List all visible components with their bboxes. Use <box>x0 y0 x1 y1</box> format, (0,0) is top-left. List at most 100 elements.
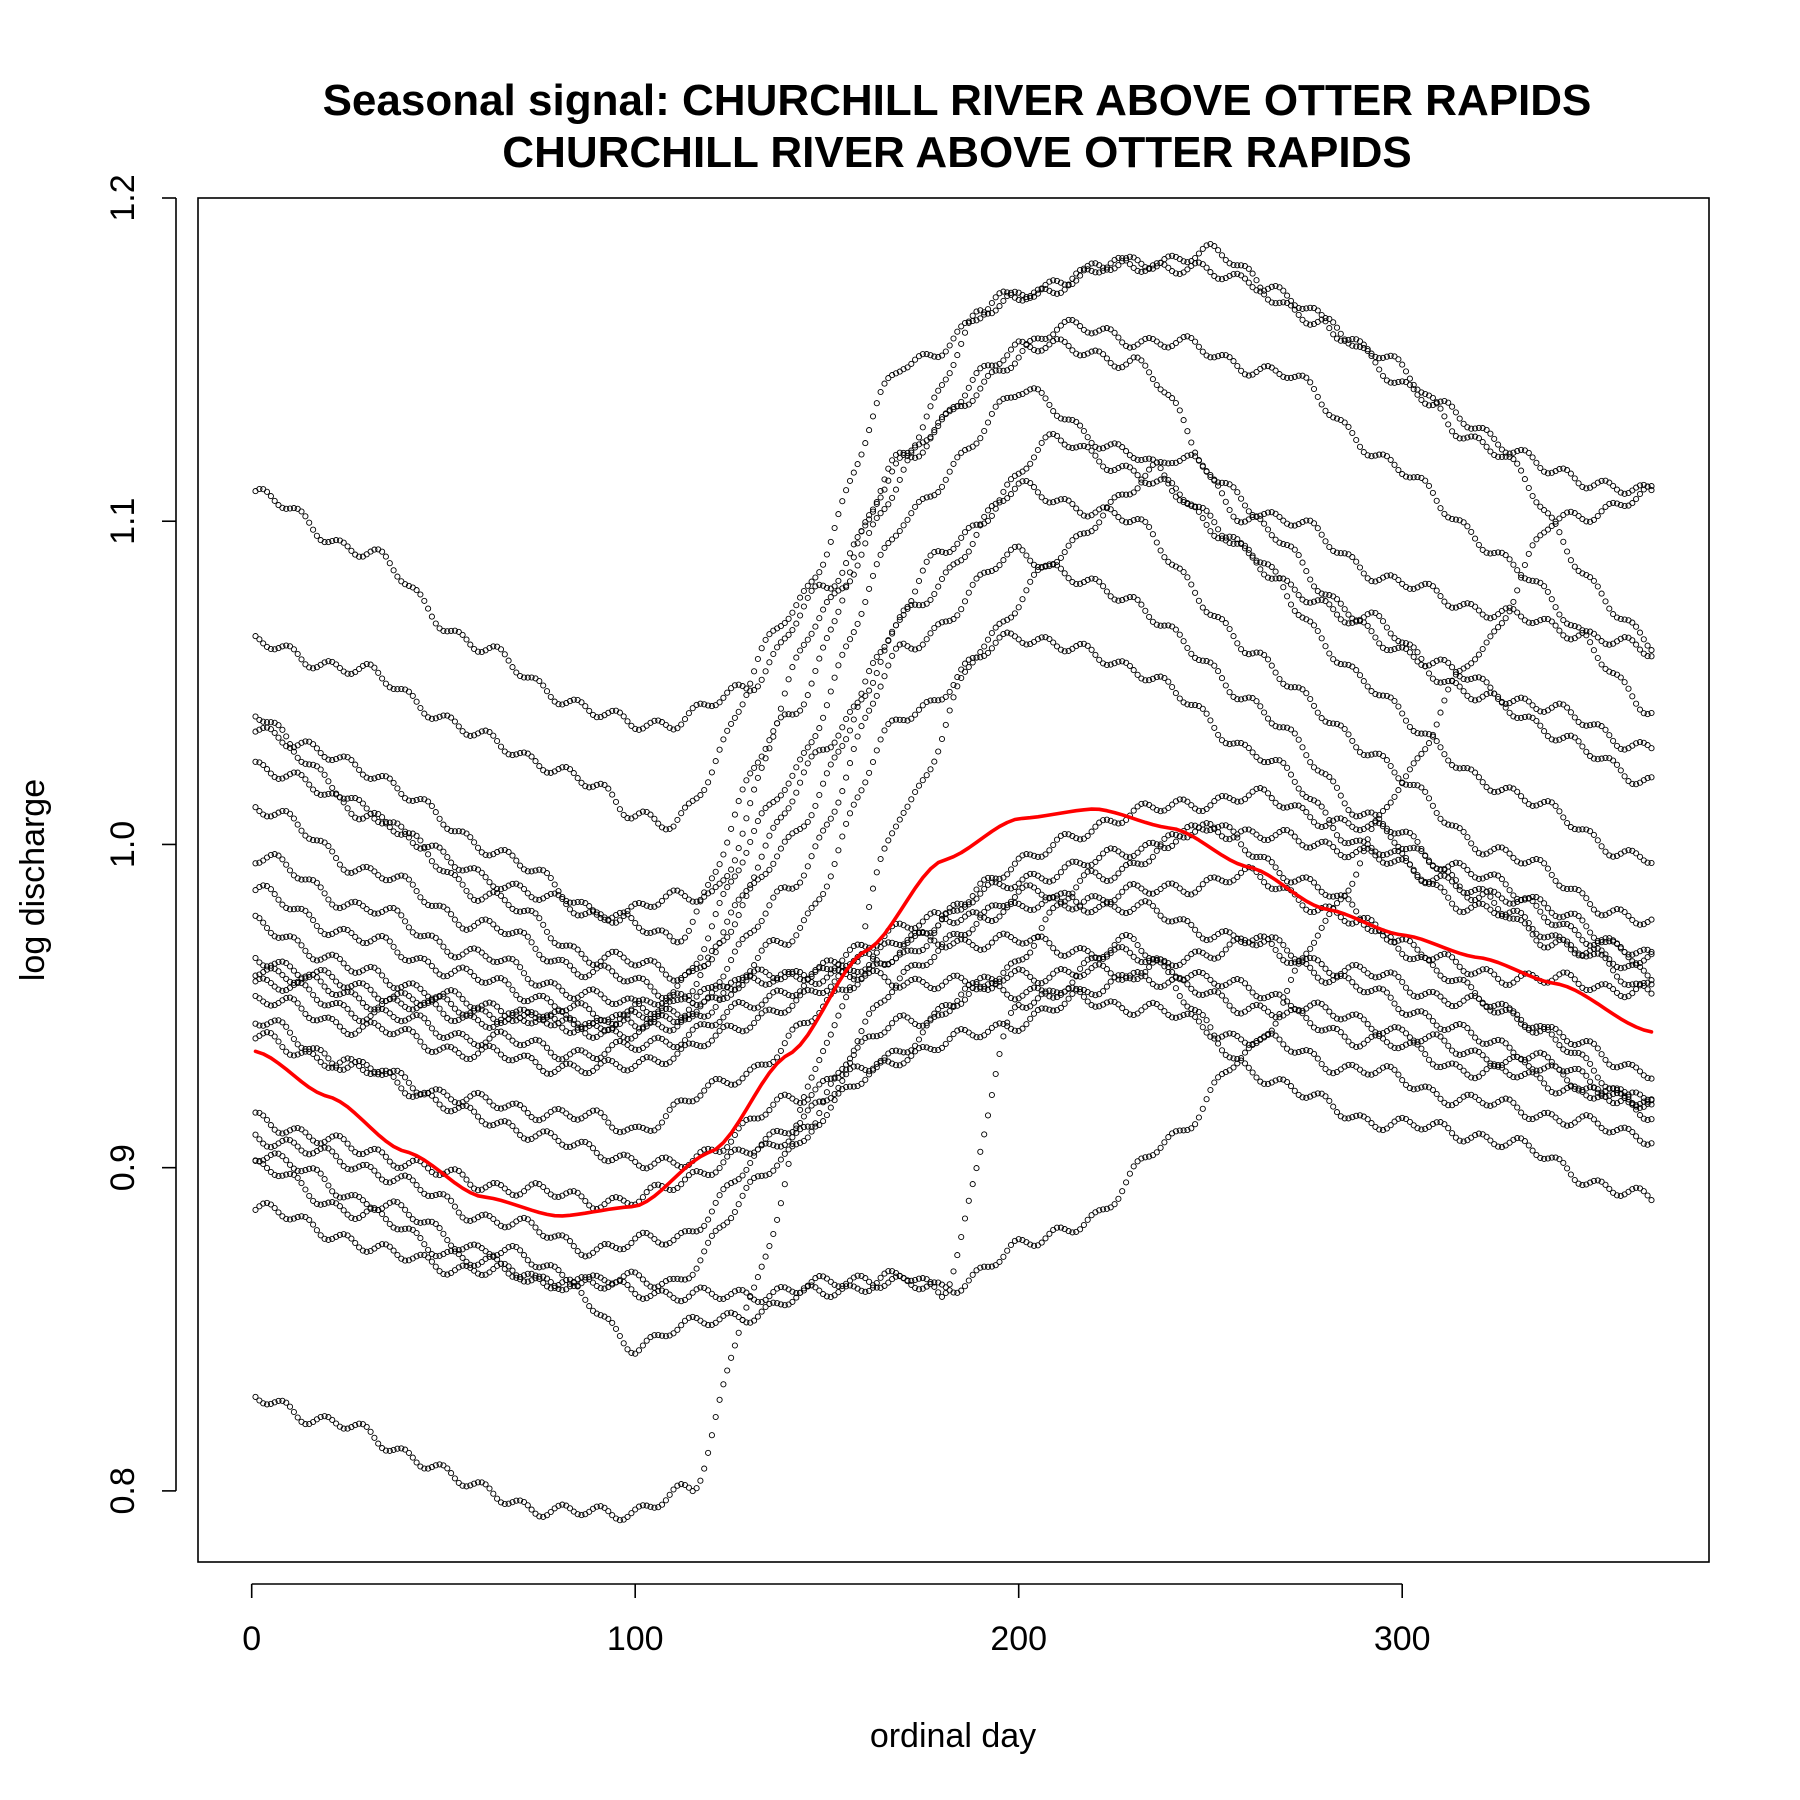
observation-point <box>881 647 888 654</box>
observation-point <box>455 628 462 635</box>
observation-point <box>302 776 309 783</box>
observation-point <box>1230 633 1237 640</box>
observation-point <box>1429 802 1436 809</box>
observation-point <box>954 352 961 359</box>
observation-point <box>1356 443 1364 450</box>
observation-point <box>1314 393 1321 400</box>
observation-point <box>766 832 773 839</box>
observation-point <box>1498 876 1505 883</box>
observation-point <box>804 582 811 589</box>
observation-point <box>1211 662 1218 669</box>
observation-point <box>1061 570 1068 577</box>
observation-point <box>747 687 754 694</box>
observation-point <box>1295 612 1302 619</box>
observation-point <box>340 799 347 806</box>
observation-point <box>1510 449 1517 456</box>
observation-point <box>1337 722 1344 729</box>
observation-point <box>1169 487 1176 494</box>
observation-point <box>317 927 324 935</box>
observation-point <box>517 672 524 680</box>
observation-point <box>743 849 750 856</box>
observation-point <box>1268 662 1275 669</box>
observation-point <box>1000 357 1007 364</box>
observation-point <box>800 769 807 776</box>
observation-point <box>674 725 681 732</box>
observation-point <box>1295 304 1302 312</box>
observation-point <box>1548 871 1555 878</box>
observation-point <box>1571 927 1578 934</box>
observation-point <box>1077 443 1084 450</box>
observation-point <box>252 758 259 765</box>
observation-point <box>252 633 259 640</box>
observation-point <box>1468 433 1475 440</box>
observation-point <box>1372 750 1379 757</box>
observation-point <box>793 789 800 796</box>
observation-point <box>333 755 340 763</box>
observation-point <box>624 1015 631 1022</box>
observation-point <box>1449 762 1456 769</box>
observation-point <box>754 1014 761 1021</box>
observation-point <box>1165 264 1172 271</box>
observation-point <box>1548 514 1555 521</box>
observation-point <box>1552 604 1559 611</box>
observation-point <box>708 703 715 710</box>
observation-point <box>1318 1060 1325 1068</box>
observation-point <box>1544 733 1551 740</box>
observation-point <box>820 746 827 753</box>
observation-point <box>1564 969 1571 976</box>
observation-point <box>1556 611 1563 618</box>
observation-point <box>912 601 919 608</box>
observation-point <box>1460 519 1467 526</box>
observation-point <box>1487 787 1494 794</box>
observation-point <box>536 866 543 873</box>
observation-point <box>1176 631 1183 638</box>
observation-point <box>1038 347 1045 354</box>
observation-point <box>543 870 551 877</box>
observation-point <box>494 959 501 966</box>
observation-point <box>1195 597 1202 604</box>
observation-point <box>881 673 888 680</box>
observation-point <box>1307 599 1314 606</box>
observation-point <box>574 775 581 782</box>
observation-point <box>455 921 462 928</box>
observation-point <box>777 792 784 799</box>
observation-point <box>992 362 999 369</box>
observation-point <box>797 924 804 931</box>
observation-point <box>1234 640 1241 647</box>
observation-point <box>306 876 313 883</box>
observation-point <box>827 873 834 880</box>
observation-point <box>1007 866 1015 873</box>
observation-point <box>1502 881 1509 888</box>
observation-point <box>689 988 696 995</box>
observation-point <box>1034 348 1041 355</box>
observation-point <box>1533 459 1540 466</box>
observation-point <box>1422 730 1429 737</box>
observation-point <box>1330 656 1337 663</box>
observation-point <box>1648 859 1655 867</box>
observation-point <box>1364 823 1371 830</box>
observation-point <box>1399 1077 1406 1084</box>
observation-point <box>728 685 735 692</box>
observation-point <box>1211 354 1218 361</box>
observation-point <box>1180 269 1187 276</box>
observation-point <box>747 770 754 777</box>
observation-point <box>977 890 984 897</box>
observation-point <box>474 866 482 873</box>
observation-point <box>1648 774 1655 781</box>
observation-point <box>1146 334 1153 342</box>
observation-point <box>1610 757 1617 764</box>
observation-point <box>593 714 600 721</box>
observation-point <box>436 866 443 873</box>
observation-point <box>927 630 934 637</box>
observation-point <box>1146 265 1153 272</box>
observation-point <box>1395 378 1402 386</box>
observation-point <box>1629 693 1636 700</box>
observation-point <box>812 623 819 630</box>
observation-point <box>908 360 915 367</box>
observation-point <box>881 974 888 981</box>
observation-point <box>352 814 359 821</box>
observation-point <box>950 335 957 342</box>
observation-point <box>543 995 551 1002</box>
observation-point <box>402 831 409 838</box>
observation-point <box>1038 389 1045 396</box>
